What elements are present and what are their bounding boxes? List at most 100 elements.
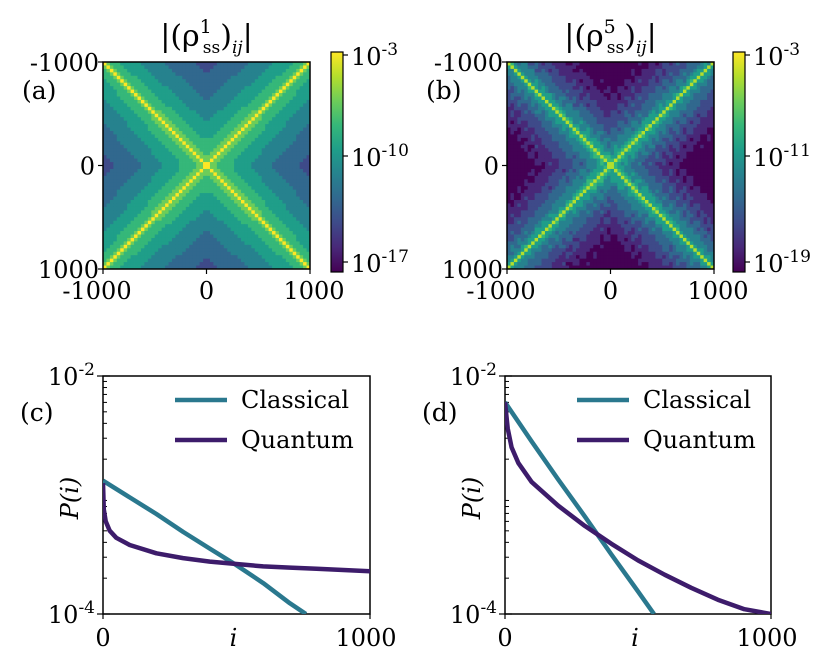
heatmap-cell — [165, 248, 169, 253]
heatmap-cell — [610, 137, 615, 142]
heatmap-cell — [669, 103, 673, 108]
heatmap-cell — [144, 200, 149, 204]
heatmap-cell — [634, 127, 639, 132]
heatmap-cell — [638, 93, 642, 97]
heatmap-cell — [120, 137, 125, 142]
heatmap-cell — [548, 75, 553, 80]
heatmap-cell — [634, 82, 639, 87]
heatmap-cell — [579, 117, 584, 122]
heatmap-cell — [520, 106, 525, 111]
heatmap-cell — [116, 89, 121, 94]
heatmap-cell — [168, 206, 173, 211]
heatmap-cell — [268, 124, 273, 128]
heatmap-cell — [120, 93, 125, 97]
heatmap-cell — [282, 206, 287, 211]
heatmap-cell — [130, 113, 135, 118]
heatmap-cell — [203, 96, 207, 101]
heatmap-cell — [247, 203, 252, 208]
heatmap-cell — [296, 265, 301, 270]
heatmap-cell — [265, 65, 269, 70]
heatmap-cell — [234, 134, 238, 139]
heatmap-cell — [251, 165, 256, 170]
heatmap-cell — [161, 265, 166, 270]
heatmap-cell — [265, 203, 269, 208]
heatmap-cell — [220, 79, 225, 84]
heatmap-cell — [289, 186, 294, 191]
heatmap-cell — [617, 79, 622, 84]
heatmap-cell — [292, 237, 297, 242]
heatmap-cell — [610, 131, 615, 135]
heatmap-cell — [555, 106, 560, 111]
heatmap-cell — [144, 124, 149, 128]
heatmap-cell — [127, 206, 131, 211]
heatmap-cell — [524, 99, 529, 104]
heatmap-cell — [703, 62, 708, 66]
heatmap-cell — [106, 134, 111, 139]
heatmap-cell — [116, 217, 121, 222]
heatmap-cell — [144, 144, 149, 149]
heatmap-cell — [669, 131, 673, 135]
heatmap-cell — [282, 196, 287, 201]
heatmap-cell — [206, 141, 211, 146]
heatmap-cell — [686, 117, 691, 122]
heatmap-cell — [134, 224, 138, 228]
heatmap-cell — [641, 117, 646, 122]
heatmap-cell — [285, 210, 290, 215]
heatmap-cell — [520, 113, 525, 118]
heatmap-cell — [548, 113, 553, 118]
heatmap-cell — [161, 251, 166, 256]
heatmap-cell — [116, 93, 121, 97]
heatmap-cell — [220, 162, 225, 166]
heatmap-cell — [638, 96, 642, 101]
heatmap-cell — [282, 217, 287, 222]
heatmap-cell — [227, 265, 232, 270]
heatmap-cell — [130, 265, 135, 270]
heatmap-cell — [144, 75, 149, 80]
heatmap-cell — [216, 182, 221, 187]
heatmap-cell — [572, 93, 577, 97]
heatmap-cell — [227, 241, 232, 246]
heatmap-cell — [144, 265, 149, 270]
heatmap-cell — [303, 172, 307, 177]
heatmap-cell — [272, 231, 276, 235]
heatmap-cell — [292, 124, 297, 128]
heatmap-cell — [596, 117, 601, 122]
heatmap-cell — [251, 251, 256, 256]
heatmap-cell — [158, 137, 163, 142]
heatmap-cell — [292, 127, 297, 132]
heatmap-cell — [282, 162, 287, 166]
heatmap-cell — [103, 251, 107, 256]
heatmap-cell — [123, 196, 128, 201]
heatmap-cell — [275, 117, 280, 122]
heatmap-cell — [154, 168, 159, 173]
heatmap-cell — [113, 220, 118, 225]
heatmap-cell — [247, 248, 252, 253]
heatmap-cell — [178, 62, 183, 66]
heatmap-cell — [168, 175, 173, 180]
heatmap-cell — [120, 244, 125, 249]
heatmap-cell — [244, 82, 249, 87]
heatmap-cell — [538, 82, 542, 87]
heatmap-cell — [127, 165, 131, 170]
heatmap-cell — [551, 82, 556, 87]
heatmap-cell — [596, 75, 601, 80]
heatmap-cell — [144, 89, 149, 94]
heatmap-cell — [154, 179, 159, 184]
heatmap-cell — [299, 106, 304, 111]
heatmap-cell — [182, 82, 187, 87]
heatmap-cell — [247, 141, 252, 146]
heatmap-cell — [258, 137, 263, 142]
heatmap-cell — [513, 131, 518, 135]
heatmap-cell — [538, 120, 542, 125]
heatmap-cell — [517, 72, 522, 77]
heatmap-cell — [531, 120, 535, 125]
heatmap-cell — [268, 241, 273, 246]
heatmap-cell — [134, 93, 138, 97]
heatmap-cell — [600, 68, 604, 73]
heatmap-cell — [230, 175, 235, 180]
heatmap-cell — [600, 134, 604, 139]
heatmap-cell — [306, 203, 311, 208]
heatmap-cell — [648, 131, 653, 135]
heatmap-cell — [703, 93, 708, 97]
heatmap-cell — [624, 124, 629, 128]
